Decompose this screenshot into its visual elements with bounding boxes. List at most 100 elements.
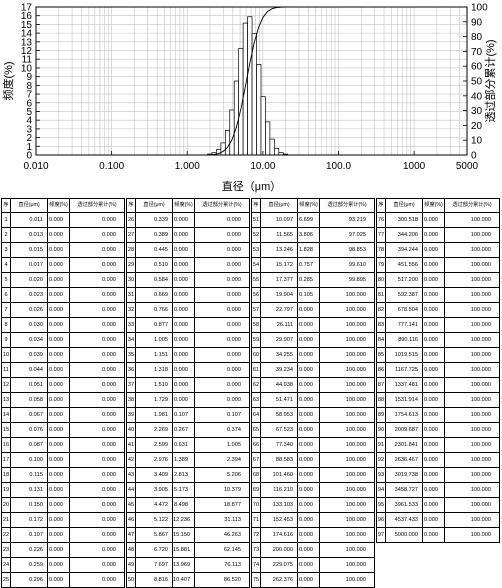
cumulative-value: 0.000 xyxy=(69,557,125,573)
diameter-value: 0.023 xyxy=(10,287,48,303)
diameter-value: 300.518 xyxy=(385,212,423,228)
frequency-bar xyxy=(229,109,235,156)
frequency-value: 0.000 xyxy=(47,332,70,348)
diameter-value: 5000.000 xyxy=(385,527,423,543)
cumulative-value: 0.000 xyxy=(194,287,250,303)
frequency-value: 0.000 xyxy=(297,317,320,333)
frequency-value: 0.000 xyxy=(47,377,70,393)
table-row: 63 51.471 0.000 100.000 xyxy=(251,392,375,408)
empty-cell xyxy=(445,558,500,573)
frequency-value: 0.000 xyxy=(172,302,195,318)
y-right-tick-label: 60 xyxy=(471,62,483,73)
frequency-value: 5.173 xyxy=(172,482,195,498)
frequency-value: 15.150 xyxy=(172,527,195,543)
frequency-value: 0.000 xyxy=(297,572,320,588)
cumulative-value: 0.000 xyxy=(69,497,125,513)
table-row: 65 67.523 0.000 100.000 xyxy=(251,422,375,438)
cumulative-value: 97.025 xyxy=(319,227,375,243)
table-row: 38 1.729 0.000 0.000 xyxy=(126,392,250,408)
row-index: 87 xyxy=(376,377,386,393)
diameter-value: 34.255 xyxy=(260,347,298,363)
table-row xyxy=(377,543,500,558)
row-index: 58 xyxy=(251,317,261,333)
cumulative-value: 0.000 xyxy=(194,212,250,228)
frequency-value: 0.000 xyxy=(297,392,320,408)
cumulative-value: 86.520 xyxy=(194,572,250,588)
table-row: 16 0.087 0.000 0.000 xyxy=(1,437,125,453)
frequency-value: 0.000 xyxy=(172,227,195,243)
row-index: 74 xyxy=(251,557,261,573)
frequency-value: 0.000 xyxy=(172,332,195,348)
row-index: 79 xyxy=(376,257,386,273)
y-right-tick-label: 40 xyxy=(471,91,483,102)
diameter-value: 22.797 xyxy=(260,302,298,318)
table-row: 79 451.556 0.000 100.000 xyxy=(376,257,500,273)
cumulative-value: 0.000 xyxy=(69,392,125,408)
cumulative-value: 100.000 xyxy=(319,437,375,453)
row-index: 76 xyxy=(376,212,386,228)
row-index: 67 xyxy=(251,452,261,468)
x-tick-label: 0.100 xyxy=(99,161,124,172)
table-row: 1 0.011 0.000 0.000 xyxy=(1,212,125,228)
diameter-value: 0.087 xyxy=(10,437,48,453)
row-index: 42 xyxy=(126,452,136,468)
frequency-bar xyxy=(269,138,275,156)
frequency-value: 0.000 xyxy=(47,362,70,378)
table-row: 60 34.255 0.000 100.000 xyxy=(251,347,375,363)
diameter-value: 1.981 xyxy=(135,407,173,423)
cumulative-value: 0.000 xyxy=(69,452,125,468)
row-index: 55 xyxy=(251,272,261,288)
table-row: 76 300.518 0.000 100.000 xyxy=(376,212,500,228)
cumulative-value: 0.000 xyxy=(194,302,250,318)
cumulative-value: 0.000 xyxy=(69,572,125,588)
table-row: 81 592.387 0.000 100.000 xyxy=(376,287,500,303)
diameter-value: 394.244 xyxy=(385,242,423,258)
diameter-value: 0.226 xyxy=(10,542,48,558)
frequency-value: 0.000 xyxy=(47,467,70,483)
table-row: 55 17.377 0.285 99.895 xyxy=(251,272,375,288)
row-index: 14 xyxy=(1,407,11,423)
cumulative-value: 100.000 xyxy=(319,392,375,408)
diameter-value: 0.584 xyxy=(135,272,173,288)
y-left-tick-label: 2 xyxy=(26,133,32,144)
diameter-value: 10.097 xyxy=(260,212,298,228)
diameter-value: 1167.725 xyxy=(385,362,423,378)
diameter-value: 2009.687 xyxy=(385,422,423,438)
diameter-value: 1754.613 xyxy=(385,407,423,423)
frequency-value: 0.000 xyxy=(47,512,70,528)
x-tick-label: 100.0 xyxy=(326,161,351,172)
frequency-value: 0.000 xyxy=(47,422,70,438)
row-index: 45 xyxy=(126,497,136,513)
cumulative-value: 0.000 xyxy=(69,257,125,273)
frequency-value: 8.498 xyxy=(172,497,195,513)
table-row: 4 0.017 0.000 0.000 xyxy=(1,257,125,273)
row-index: 50 xyxy=(126,572,136,588)
diameter-value: 0.026 xyxy=(10,302,48,318)
cumulative-value: 31.113 xyxy=(194,512,250,528)
table-row: 85 1019.515 0.000 100.000 xyxy=(376,347,500,363)
cumulative-value: 100.000 xyxy=(444,437,500,453)
cumulative-value: 100.000 xyxy=(319,422,375,438)
row-index: 2 xyxy=(1,227,11,243)
row-index: 4 xyxy=(1,257,11,273)
y-left-tick-label: 0 xyxy=(26,151,32,162)
y-left-tick-label: 3 xyxy=(26,124,32,135)
x-tick-label: 1.000 xyxy=(175,161,200,172)
cumulative-value: 100.000 xyxy=(319,347,375,363)
table-row: 12 0.051 0.000 0.000 xyxy=(1,377,125,393)
frequency-value: 1.389 xyxy=(172,452,195,468)
cumulative-value: 100.000 xyxy=(319,317,375,333)
row-index: 48 xyxy=(126,542,136,558)
row-index: 12 xyxy=(1,377,11,393)
diameter-value: 1.729 xyxy=(135,392,173,408)
diameter-value: 0.669 xyxy=(135,287,173,303)
diameter-value: 0.015 xyxy=(10,242,48,258)
row-index: 62 xyxy=(251,377,261,393)
frequency-value: 0.000 xyxy=(422,347,445,363)
cumulative-value: 100.000 xyxy=(444,257,500,273)
row-index: 92 xyxy=(376,452,386,468)
data-table-block-2: 序直径(μm) 频度(%) 透过部分累计(%) 26 0.339 0.000 0.000 27… xyxy=(126,198,250,588)
frequency-value: 0.000 xyxy=(422,512,445,528)
diameter-value: 1531.914 xyxy=(385,392,423,408)
diameter-value: 77.340 xyxy=(260,437,298,453)
